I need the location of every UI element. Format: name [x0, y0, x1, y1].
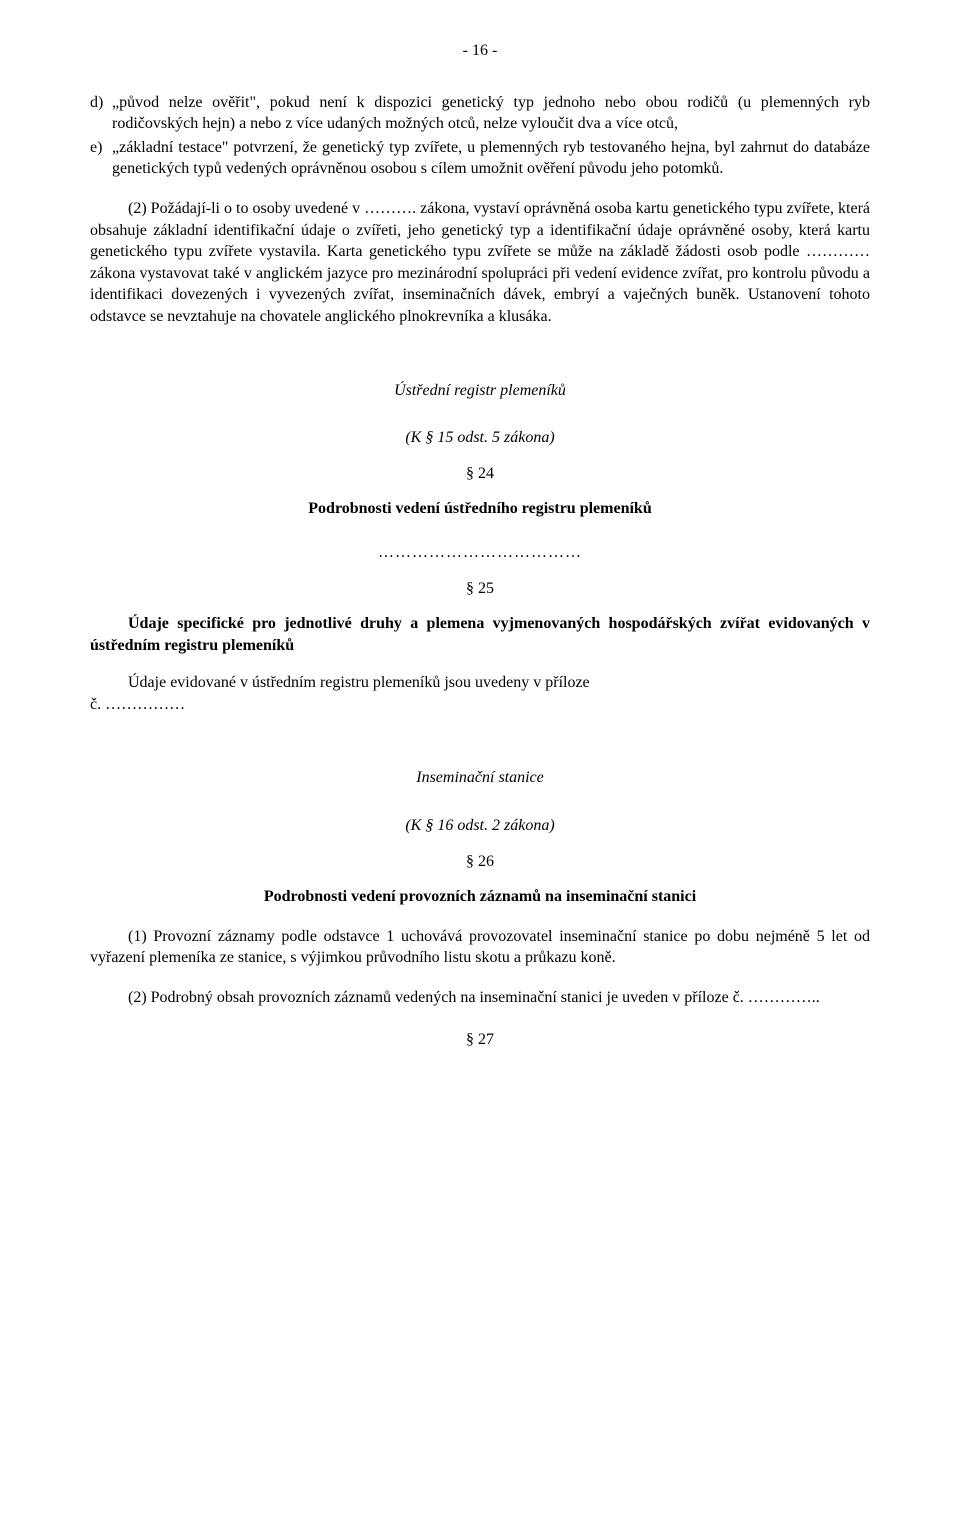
list-text-d: „původ nelze ověřit", pokud není k dispo… [112, 92, 870, 135]
list-item-e: e) „základní testace" potvrzení, že gene… [90, 137, 870, 180]
section-ref-k16: (K § 16 odst. 2 zákona) [90, 815, 870, 837]
heading-25-text: Údaje specifické pro jednotlivé druhy a … [90, 613, 870, 656]
section-title-inseminacni: Inseminační stanice [90, 767, 870, 789]
body-25: Údaje evidované v ústředním registru ple… [90, 672, 870, 715]
section-number-27: § 27 [90, 1029, 870, 1051]
list-marker-e: e) [90, 137, 112, 180]
section-number-26: § 26 [90, 851, 870, 873]
paragraph-26-1: (1) Provozní záznamy podle odstavce 1 uc… [90, 926, 870, 969]
body-25-line2: č. …………… [90, 694, 870, 716]
heading-25: Údaje specifické pro jednotlivé druhy a … [90, 613, 870, 656]
section-number-25: § 25 [90, 578, 870, 600]
paragraph-2: (2) Požádají-li o to osoby uvedené v ………… [90, 198, 870, 328]
body-25-line1: Údaje evidované v ústředním registru ple… [90, 672, 870, 694]
heading-26: Podrobnosti vedení provozních záznamů na… [90, 886, 870, 908]
heading-24: Podrobnosti vedení ústředního registru p… [90, 498, 870, 520]
paragraph-26-2: (2) Podrobný obsah provozních záznamů ve… [90, 987, 870, 1009]
page-number: - 16 - [90, 40, 870, 62]
list-item-d: d) „původ nelze ověřit", pokud není k di… [90, 92, 870, 135]
list-marker-d: d) [90, 92, 112, 135]
dotted-placeholder: ……………………………… [90, 542, 870, 564]
section-number-24: § 24 [90, 463, 870, 485]
section-ref-k15: (K § 15 odst. 5 zákona) [90, 427, 870, 449]
section-title-registr: Ústřední registr plemeníků [90, 380, 870, 402]
list-text-e: „základní testace" potvrzení, že genetic… [112, 137, 870, 180]
